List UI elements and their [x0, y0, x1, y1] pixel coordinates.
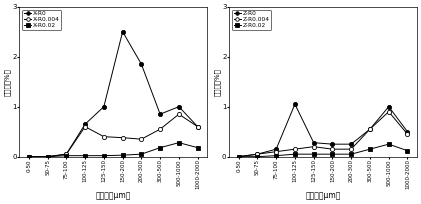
Z-R0.004 [386, 110, 391, 113]
X-R0.02 [195, 146, 200, 149]
X-R0.02 [83, 154, 88, 157]
X-R0 [64, 153, 69, 155]
X-R0.004 [139, 138, 144, 140]
X-R0.004 [157, 128, 163, 130]
Z-R0.02 [292, 153, 297, 155]
X-R0.004 [83, 125, 88, 128]
Line: Z-R0: Z-R0 [237, 102, 410, 159]
X-R0.02 [101, 154, 107, 157]
X-R0.004 [45, 155, 50, 158]
X-R0 [45, 155, 50, 158]
Z-R0.004 [274, 150, 279, 153]
X-axis label: 気泡径（μm）: 気泡径（μm） [305, 191, 341, 200]
Z-R0 [311, 141, 316, 144]
Z-R0.004 [405, 133, 410, 135]
Z-R0.004 [349, 148, 354, 150]
X-R0.02 [26, 155, 31, 158]
Z-R0 [330, 143, 335, 145]
Legend: Z-R0, Z-R0.004, Z-R0.02: Z-R0, Z-R0.004, Z-R0.02 [232, 10, 272, 30]
Z-R0 [255, 153, 260, 155]
Legend: X-R0, X-R0.004, X-R0.02: X-R0, X-R0.004, X-R0.02 [22, 10, 61, 30]
Y-axis label: 空気量（%）: 空気量（%） [4, 68, 11, 96]
X-axis label: 気泡径（μm）: 気泡径（μm） [96, 191, 131, 200]
Line: Z-R0.02: Z-R0.02 [237, 142, 410, 159]
Z-R0.02 [349, 153, 354, 155]
X-R0 [120, 30, 125, 33]
Line: Z-R0.004: Z-R0.004 [237, 110, 410, 159]
X-R0 [83, 123, 88, 125]
Z-R0.004 [368, 128, 373, 130]
X-R0.02 [64, 154, 69, 157]
Z-R0.004 [292, 148, 297, 150]
Z-R0.02 [274, 154, 279, 157]
X-R0.004 [101, 135, 107, 138]
Z-R0.02 [311, 153, 316, 155]
Line: X-R0: X-R0 [27, 30, 200, 159]
X-R0 [176, 105, 181, 108]
X-R0.02 [176, 141, 181, 144]
Z-R0 [386, 105, 391, 108]
X-R0 [26, 155, 31, 158]
Z-R0 [292, 103, 297, 105]
Z-R0 [349, 143, 354, 145]
Z-R0.02 [330, 153, 335, 155]
Z-R0 [368, 128, 373, 130]
Z-R0.004 [311, 145, 316, 148]
X-R0 [195, 125, 200, 128]
Z-R0 [236, 155, 241, 158]
Z-R0 [405, 130, 410, 133]
X-R0.004 [120, 136, 125, 139]
Z-R0.004 [236, 155, 241, 158]
Line: X-R0.004: X-R0.004 [27, 112, 200, 159]
X-R0 [139, 63, 144, 65]
X-R0.02 [157, 146, 163, 149]
X-R0.02 [139, 153, 144, 155]
Z-R0.004 [330, 148, 335, 150]
X-R0.004 [195, 125, 200, 128]
X-R0.004 [176, 113, 181, 115]
Line: X-R0.02: X-R0.02 [27, 141, 200, 159]
Z-R0.02 [368, 148, 373, 150]
Z-R0.02 [236, 155, 241, 158]
X-R0.004 [26, 155, 31, 158]
Z-R0.02 [255, 155, 260, 158]
Y-axis label: 空気量（%）: 空気量（%） [214, 68, 221, 96]
Z-R0.02 [405, 150, 410, 152]
X-R0.02 [120, 154, 125, 156]
X-R0.004 [64, 153, 69, 155]
X-R0 [157, 113, 163, 115]
Z-R0.02 [386, 143, 391, 145]
X-R0 [101, 105, 107, 108]
X-R0.02 [45, 155, 50, 158]
Z-R0.004 [255, 153, 260, 155]
Z-R0 [274, 148, 279, 150]
